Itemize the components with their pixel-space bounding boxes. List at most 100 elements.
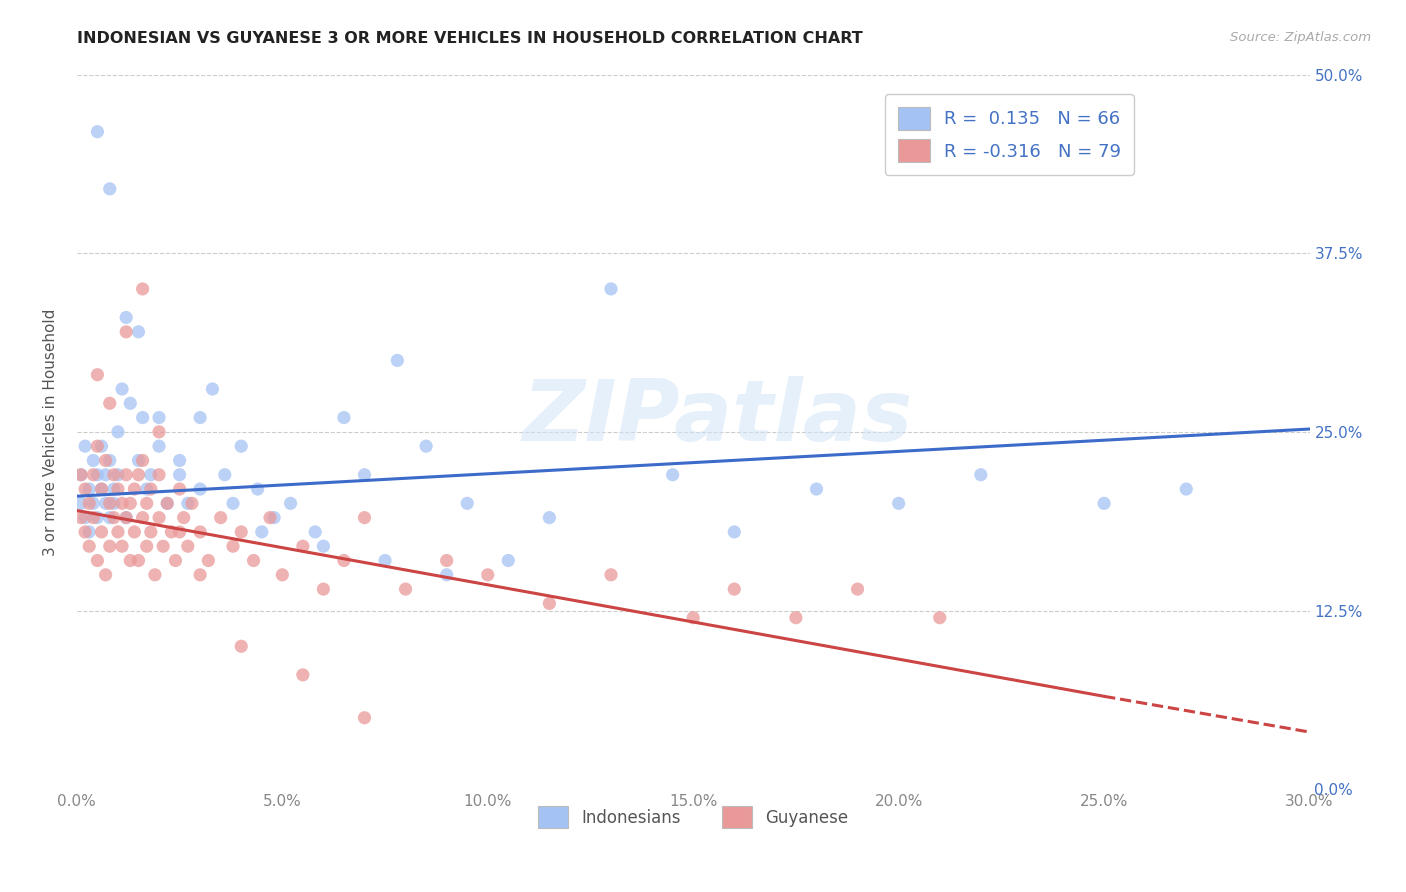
Point (156, 496, 179, 510)
Point (131, 410, 153, 425)
Point (98, 453, 121, 467)
Point (214, 467, 236, 482)
Point (304, 524, 326, 539)
Point (436, 567, 458, 582)
Point (75, 482, 97, 496)
Point (231, 640, 253, 654)
Point (169, 524, 191, 539)
Point (139, 524, 162, 539)
Point (188, 410, 211, 425)
Point (246, 482, 269, 496)
Point (353, 510, 375, 524)
Point (312, 582, 335, 596)
Point (169, 482, 191, 496)
Point (128, 467, 150, 482)
Point (177, 539, 200, 553)
Point (148, 510, 170, 524)
Point (139, 482, 162, 496)
Point (394, 582, 416, 596)
Point (222, 539, 245, 553)
Point (98, 539, 121, 553)
Point (115, 510, 138, 524)
Point (723, 582, 745, 596)
Point (86, 125, 108, 139)
Point (111, 539, 134, 553)
Point (806, 482, 828, 496)
Point (139, 467, 162, 482)
Point (70, 467, 93, 482)
Point (148, 425, 170, 439)
Point (131, 453, 153, 467)
Point (115, 310, 138, 325)
Point (333, 410, 356, 425)
Point (70, 510, 93, 524)
Point (94, 453, 117, 467)
Point (333, 553, 356, 567)
Point (177, 496, 200, 510)
Point (415, 439, 437, 453)
Point (107, 524, 129, 539)
Point (291, 668, 314, 682)
Point (90, 482, 112, 496)
Point (94, 567, 117, 582)
Point (1092, 496, 1115, 510)
Point (148, 467, 170, 482)
Text: INDONESIAN VS GUYANESE 3 OR MORE VEHICLES IN HOUSEHOLD CORRELATION CHART: INDONESIAN VS GUYANESE 3 OR MORE VEHICLE… (77, 31, 863, 46)
Point (259, 510, 281, 524)
Point (86, 467, 108, 482)
Point (77, 539, 100, 553)
Point (152, 539, 174, 553)
Point (250, 524, 273, 539)
Point (94, 496, 117, 510)
Point (90, 524, 112, 539)
Point (148, 410, 170, 425)
Point (436, 553, 458, 567)
Point (120, 396, 142, 410)
Point (538, 596, 561, 610)
Point (120, 553, 142, 567)
Point (661, 467, 683, 482)
Point (169, 467, 191, 482)
Point (128, 453, 150, 467)
Point (98, 182, 121, 196)
Point (107, 482, 129, 496)
Point (197, 553, 219, 567)
Point (188, 567, 211, 582)
Point (148, 439, 170, 453)
Point (82, 510, 104, 524)
Point (103, 482, 125, 496)
Point (970, 467, 993, 482)
Point (86, 439, 108, 453)
Point (242, 553, 264, 567)
Point (231, 439, 253, 453)
Point (77, 496, 100, 510)
Point (86, 510, 108, 524)
Point (135, 496, 157, 510)
Y-axis label: 3 or more Vehicles in Household: 3 or more Vehicles in Household (44, 308, 58, 556)
Point (103, 467, 125, 482)
Point (128, 325, 150, 339)
Point (156, 496, 179, 510)
Point (600, 282, 623, 296)
Point (94, 467, 117, 482)
Point (201, 382, 224, 396)
Point (498, 553, 520, 567)
Point (538, 510, 561, 524)
Point (387, 353, 409, 368)
Point (928, 610, 950, 624)
Point (103, 510, 125, 524)
Point (1175, 482, 1198, 496)
Point (107, 425, 129, 439)
Point (120, 496, 142, 510)
Point (107, 467, 129, 482)
Point (135, 539, 157, 553)
Point (785, 610, 807, 624)
Point (86, 553, 108, 567)
Point (169, 453, 191, 467)
Text: Source: ZipAtlas.com: Source: ZipAtlas.com (1230, 31, 1371, 45)
Point (209, 510, 232, 524)
Point (131, 282, 153, 296)
Point (188, 482, 211, 496)
Point (98, 496, 121, 510)
Point (124, 524, 146, 539)
